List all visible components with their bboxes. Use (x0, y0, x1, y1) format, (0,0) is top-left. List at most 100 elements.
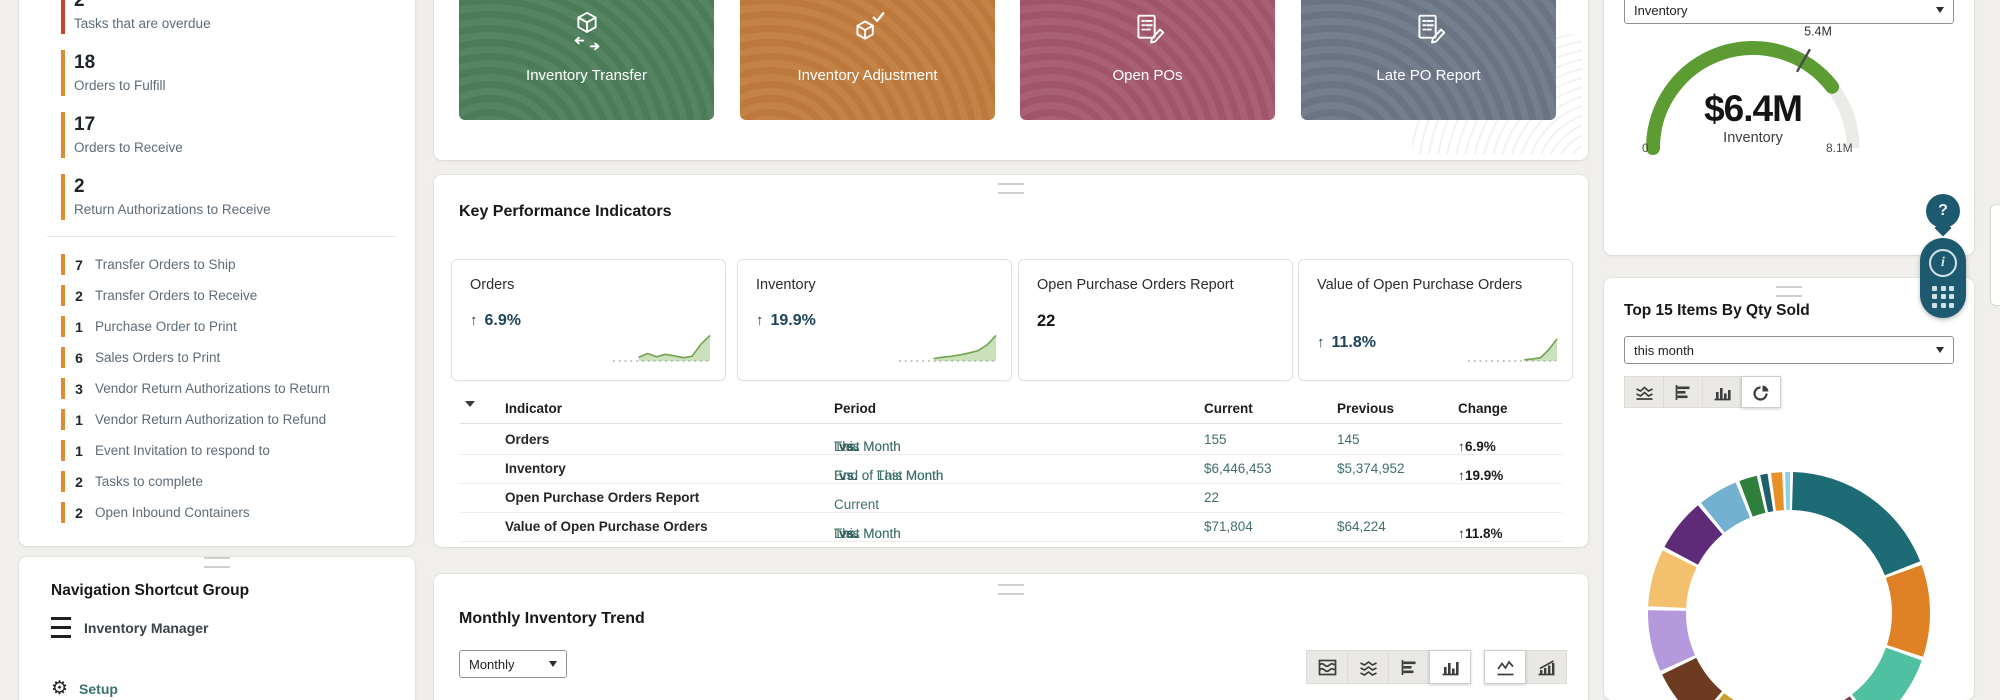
assistant-toolbar: i (1920, 238, 1966, 318)
drag-handle-icon[interactable] (1776, 286, 1802, 297)
reminder-item[interactable]: 3 Vendor Return Authorizations to Return (61, 373, 395, 404)
reminder-bar (61, 440, 65, 461)
reminder-item[interactable]: 1 Event Invitation to respond to (61, 435, 395, 466)
reminder-item[interactable]: 2 Open Inbound Containers (61, 497, 395, 528)
rising-bar-icon[interactable] (1525, 650, 1567, 684)
reminder-label[interactable]: Event Invitation to respond to (95, 443, 270, 458)
column-header[interactable]: Period (834, 401, 877, 416)
reminder-item[interactable]: 1 Vendor Return Authorization to Refund (61, 404, 395, 435)
gauge-metric-select[interactable]: Inventory (1624, 0, 1954, 24)
reminder-item[interactable]: 18 Orders to Fulfill (61, 50, 395, 96)
v-bar-icon[interactable] (1702, 376, 1742, 408)
reminder-label[interactable]: Purchase Order to Print (95, 319, 237, 334)
inventory-adjustment-icon (845, 8, 891, 54)
apps-grid-icon[interactable] (1932, 285, 1954, 308)
shortcut-label: Inventory Manager (84, 619, 209, 636)
cell-previous: 145 (1337, 432, 1360, 447)
tile-inventory-adjustment[interactable]: Inventory Adjustment (740, 0, 995, 120)
reminder-item[interactable]: 2 Return Authorizations to Receive (61, 174, 395, 220)
reminder-bar (61, 254, 65, 275)
reminder-count: 1 (75, 411, 83, 428)
reminder-label[interactable]: Open Inbound Containers (95, 505, 250, 520)
drag-handle-icon[interactable] (204, 557, 230, 568)
divider (47, 236, 395, 237)
multi-line-icon[interactable] (1347, 650, 1389, 684)
menu-icon (51, 617, 71, 638)
reminder-item[interactable]: 1 Purchase Order to Print (61, 311, 395, 342)
quick-actions-panel: Inventory Transfer Inventory Adjustment … (434, 0, 1588, 160)
reminder-count: 2 (75, 473, 83, 490)
reminder-label[interactable]: Sales Orders to Print (95, 350, 221, 365)
reminder-item[interactable]: 17 Orders to Receive (61, 112, 395, 158)
reminder-item[interactable]: 2 Transfer Orders to Receive (61, 280, 395, 311)
reminder-label[interactable]: Tasks to complete (95, 474, 204, 489)
kpi-label: Orders (470, 277, 515, 293)
scrollbar[interactable] (1990, 204, 2000, 306)
v-bar-icon[interactable] (1429, 650, 1471, 684)
column-header[interactable]: Previous (1337, 401, 1395, 416)
reminder-label[interactable]: Orders to Fulfill (74, 78, 166, 93)
h-bar-icon[interactable] (1663, 376, 1703, 408)
reminder-label[interactable]: Vendor Return Authorizations to Return (95, 381, 330, 396)
reminder-label[interactable]: Tasks that are overdue (74, 16, 211, 31)
shortcut-inventory-manager[interactable]: Inventory Manager (51, 617, 208, 638)
tile-late-po-report[interactable]: Late PO Report (1301, 0, 1556, 120)
reminders-panel: 2 Tasks that are overdue 18 Orders to Fu… (19, 0, 415, 546)
top15-range-select[interactable]: this month (1624, 336, 1954, 364)
top-15-items-panel: Top 15 Items By Qty Sold this month (1604, 278, 1974, 700)
cell-indicator: Open Purchase Orders Report (505, 490, 700, 505)
trend-range-select[interactable]: Monthly (459, 650, 567, 678)
kpi-panel: Key Performance Indicators Orders ↑ 6.9% … (434, 175, 1588, 547)
kpi-card-inventory[interactable]: Inventory ↑ 19.9% (737, 259, 1012, 381)
reminder-bar (61, 471, 65, 492)
tile-label: Open POs (1112, 67, 1183, 84)
cell-current: 155 (1204, 432, 1227, 447)
drag-handle-icon[interactable] (998, 183, 1024, 194)
column-header[interactable]: Current (1204, 401, 1253, 416)
chevron-down-icon[interactable] (465, 401, 475, 407)
pie-icon[interactable] (1741, 376, 1781, 408)
line-chart-icon[interactable] (1484, 650, 1526, 684)
drag-handle-icon[interactable] (998, 584, 1024, 595)
cell-current: $6,446,453 (1204, 461, 1272, 476)
kpi-card-orders[interactable]: Orders ↑ 6.9% (451, 259, 726, 381)
monthly-inventory-trend-panel: Monthly Inventory Trend Monthly (434, 574, 1588, 700)
table-row[interactable]: Inventory End of This Month vs. End of Las… (460, 454, 1562, 484)
kpi-card-open-po-value[interactable]: Value of Open Purchase Orders ↑ 11.8% (1298, 259, 1573, 381)
column-header[interactable]: Indicator (505, 401, 563, 416)
reminder-count: 6 (75, 349, 83, 366)
stacked-area-icon[interactable] (1306, 650, 1348, 684)
tile-inventory-transfer[interactable]: Inventory Transfer (459, 0, 714, 120)
reminder-label[interactable]: Vendor Return Authorization to Refund (95, 412, 327, 427)
table-row[interactable]: Orders This Month vs. Last Month 155 145 ↑… (460, 425, 1562, 455)
help-button[interactable]: ? (1926, 194, 1960, 228)
table-row[interactable]: Value of Open Purchase Orders This Month… (460, 512, 1562, 542)
table-row[interactable]: Open Purchase Orders Report Current 22 (460, 483, 1562, 513)
reminder-label[interactable]: Transfer Orders to Ship (95, 257, 236, 272)
gauge-chart: 5.4M (1646, 24, 1860, 155)
tile-label: Inventory Adjustment (797, 67, 938, 84)
info-icon[interactable]: i (1929, 248, 1957, 277)
reminder-item[interactable]: 2 Tasks to complete (61, 466, 395, 497)
cell-current: $71,804 (1204, 519, 1253, 534)
chevron-down-icon (1936, 7, 1944, 13)
gauge-max-label: 8.1M (1826, 141, 1853, 155)
reminder-bar (61, 316, 65, 337)
tile-open-pos[interactable]: Open POs (1020, 0, 1275, 120)
reminder-item[interactable]: 6 Sales Orders to Print (61, 342, 395, 373)
table-header: Indicator Period Current Previous Change (460, 397, 1562, 424)
reminder-label[interactable]: Return Authorizations to Receive (74, 202, 271, 217)
reminder-label[interactable]: Orders to Receive (74, 140, 183, 155)
sparkline-chart (1468, 338, 1558, 362)
multi-line-icon[interactable] (1624, 376, 1664, 408)
column-header[interactable]: Change (1458, 401, 1508, 416)
kpi-card-open-po-report[interactable]: Open Purchase Orders Report 22 (1018, 259, 1293, 381)
shortcut-setup[interactable]: Setup (51, 679, 118, 698)
reminder-count: 2 (75, 504, 83, 521)
reminder-count: 17 (74, 114, 96, 135)
h-bar-icon[interactable] (1388, 650, 1430, 684)
reminder-label[interactable]: Transfer Orders to Receive (95, 288, 258, 303)
gauge-min-label: 0 (1642, 141, 1649, 155)
reminder-item[interactable]: 2 Tasks that are overdue (61, 0, 395, 34)
reminder-item[interactable]: 7 Transfer Orders to Ship (61, 249, 395, 280)
